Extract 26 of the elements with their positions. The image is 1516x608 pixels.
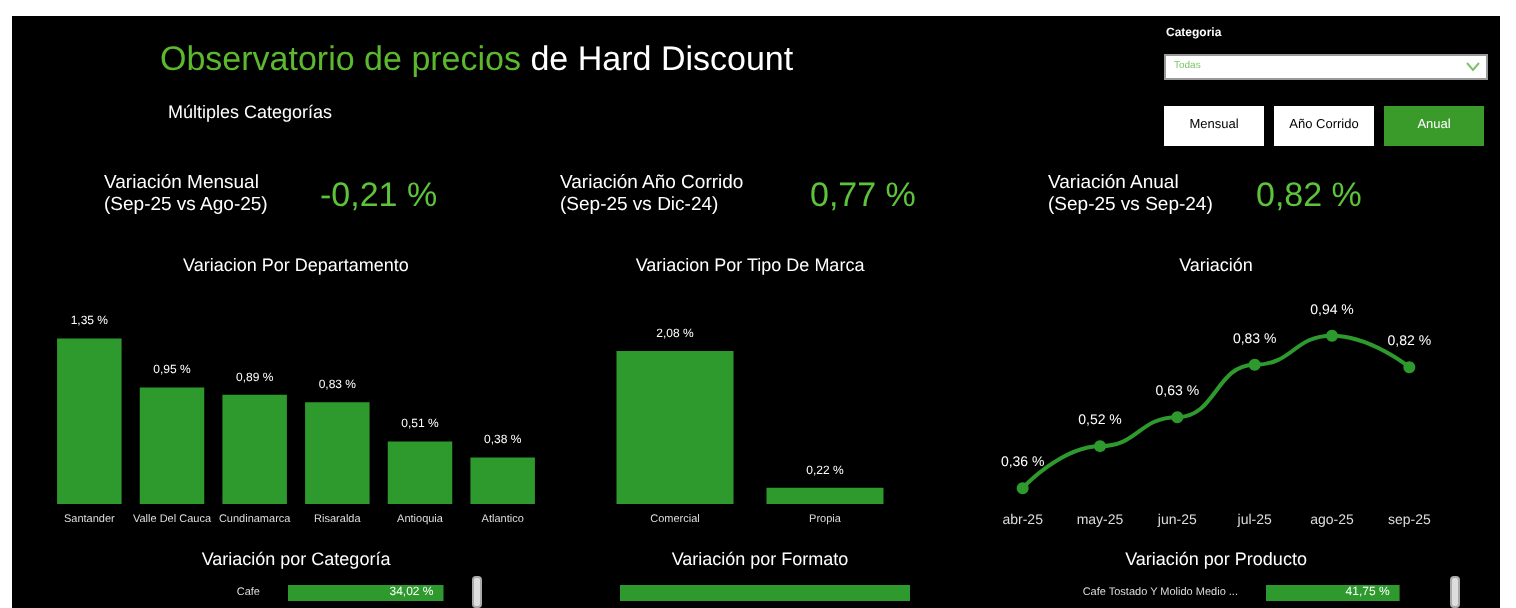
bar (387, 441, 453, 504)
bar (305, 402, 370, 504)
chart-title: Variacion Por Departamento (183, 255, 409, 275)
chart-title: Variación por Categoría (201, 549, 391, 569)
point (1326, 329, 1338, 342)
bar (57, 338, 122, 504)
text: Observatorio de precios de Hard Discount (160, 40, 794, 78)
point (1403, 361, 1416, 374)
point (1094, 440, 1106, 453)
text: Variación Año Corrido (Sep-25 vs Dic-24) (560, 172, 744, 216)
text: Variación Anual (Sep-25 vs Sep-24) (1048, 172, 1213, 216)
text: 0,77 % (810, 176, 916, 216)
text: Variación Mensual (Sep-25 vs Ago-25) (104, 172, 268, 216)
bar (139, 387, 205, 504)
text: 0,82 % (1256, 176, 1362, 216)
chart-title: Variación por Formato (671, 549, 849, 569)
bar (470, 457, 535, 504)
chart-title: Variación por Producto (1125, 549, 1307, 569)
bar (222, 394, 287, 504)
chart-title: Variacion Por Tipo De Marca (635, 255, 865, 275)
point (1016, 482, 1029, 495)
point (1171, 411, 1184, 424)
point (1248, 358, 1261, 371)
text: -0,21 % (320, 176, 438, 216)
chart-title: Variación (1179, 255, 1253, 275)
text: Múltiples Categorías (168, 102, 333, 122)
